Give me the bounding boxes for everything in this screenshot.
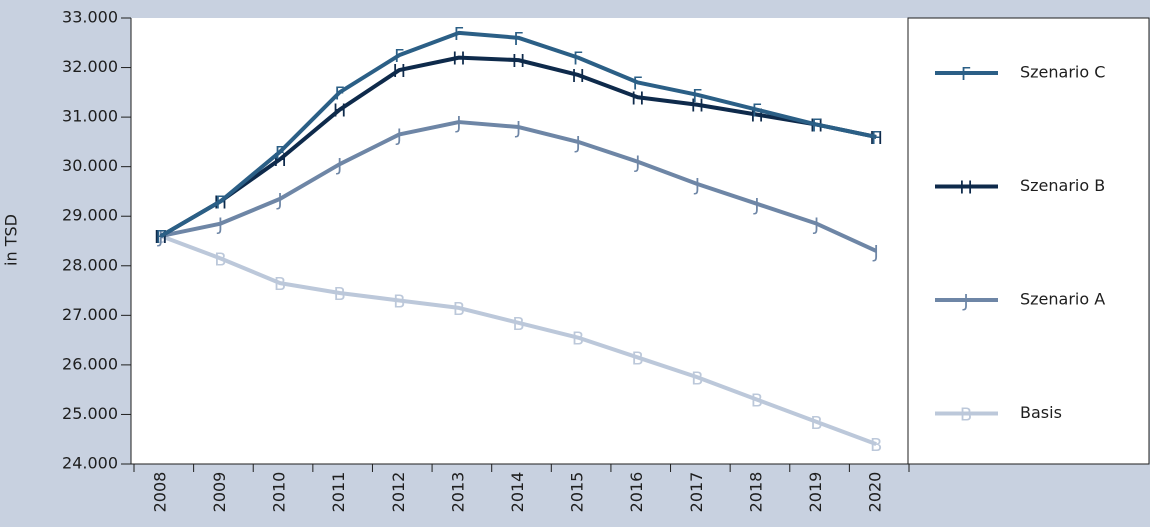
y-tick-label: 33.000: [62, 8, 118, 27]
point-marker: J: [515, 118, 521, 139]
point-marker: H: [392, 61, 406, 82]
point-marker: B: [870, 435, 882, 456]
y-tick-label: 32.000: [62, 57, 118, 76]
point-marker: F: [573, 49, 583, 70]
point-marker: H: [512, 51, 526, 72]
point-marker: H: [452, 49, 466, 70]
point-marker: F: [692, 86, 702, 107]
point-marker: F: [752, 101, 762, 122]
y-tick-label: 29.000: [62, 206, 118, 225]
point-marker: B: [274, 274, 286, 295]
point-marker: B: [214, 249, 226, 270]
series-line: [160, 234, 877, 447]
y-tick-label: 30.000: [62, 156, 118, 175]
point-marker: F: [871, 128, 881, 149]
point-marker: F: [811, 116, 821, 137]
x-tick-label: 2017: [687, 472, 706, 513]
point-marker: B: [810, 413, 822, 434]
y-tick-label: 25.000: [62, 404, 118, 423]
series-line: [159, 30, 877, 238]
point-marker: H: [333, 101, 347, 122]
point-marker: J: [634, 153, 640, 174]
point-marker: J: [574, 133, 580, 154]
point-marker: H: [691, 96, 705, 117]
legend-marker: B: [960, 405, 972, 426]
point-marker: F: [334, 83, 344, 104]
y-tick-label: 28.000: [62, 255, 118, 274]
point-marker: J: [217, 215, 223, 236]
point-marker: B: [751, 391, 763, 412]
legend-label: Szenario A: [1020, 290, 1105, 309]
point-marker: H: [869, 128, 883, 149]
point-marker: B: [453, 299, 465, 320]
y-axis-label: in TSD: [2, 214, 21, 266]
x-tick-label: 2010: [270, 472, 289, 513]
legend-marker: J: [962, 291, 968, 312]
legend-marker: F: [961, 64, 971, 85]
y-tick-label: 31.000: [62, 107, 118, 126]
x-tick-label: 2015: [568, 472, 587, 513]
point-marker: H: [571, 66, 585, 87]
point-marker: B: [512, 314, 524, 335]
x-tick-label: 2012: [389, 472, 408, 513]
point-marker: B: [632, 348, 644, 369]
point-marker: F: [454, 24, 464, 45]
plot-area: [131, 18, 908, 464]
point-marker: B: [393, 291, 405, 312]
point-marker: B: [572, 329, 584, 350]
point-marker: H: [631, 88, 645, 109]
point-marker: J: [157, 227, 163, 248]
x-tick-label: 2014: [508, 472, 527, 513]
point-marker: J: [396, 125, 402, 146]
x-tick-label: 2011: [329, 472, 348, 513]
point-marker: J: [873, 242, 879, 263]
legend-box: [907, 17, 1150, 465]
point-marker: F: [633, 73, 643, 94]
y-tick-label: 27.000: [62, 305, 118, 324]
legend-marker: H: [959, 178, 973, 199]
point-marker: J: [694, 175, 700, 196]
point-marker: F: [215, 192, 225, 213]
point-marker: B: [691, 368, 703, 389]
x-tick-label: 2020: [866, 472, 885, 513]
legend-label: Szenario B: [1020, 176, 1105, 195]
x-tick-label: 2009: [210, 472, 229, 513]
point-marker: J: [336, 155, 342, 176]
legend-label: Basis: [1020, 403, 1062, 422]
point-marker: F: [275, 143, 285, 164]
x-tick-label: 2019: [806, 472, 825, 513]
point-marker: B: [333, 284, 345, 305]
x-tick-label: 2008: [150, 472, 169, 513]
legend-label: Szenario C: [1020, 63, 1105, 82]
point-marker: J: [455, 113, 461, 134]
point-marker: J: [813, 215, 819, 236]
x-tick-label: 2016: [627, 472, 646, 513]
point-marker: F: [394, 46, 404, 67]
series-line: [160, 120, 878, 253]
point-marker: J: [753, 195, 759, 216]
x-tick-label: 2013: [448, 472, 467, 513]
point-marker: F: [513, 29, 523, 50]
x-tick-label: 2018: [746, 472, 765, 513]
series-line: [159, 55, 877, 238]
point-marker: F: [156, 227, 166, 248]
point-marker: J: [276, 190, 282, 211]
y-tick-label: 26.000: [62, 354, 118, 373]
y-tick-label: 24.000: [62, 454, 118, 473]
